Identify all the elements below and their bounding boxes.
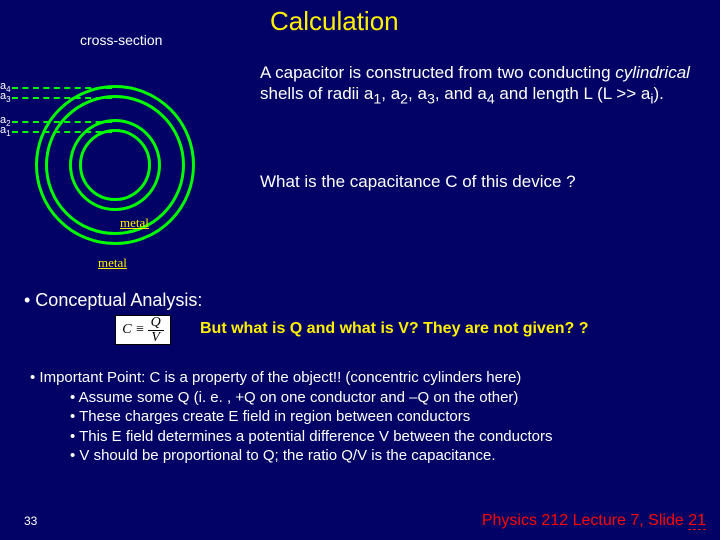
conceptual-heading: • Conceptual Analysis:: [24, 290, 202, 311]
footer-prefix: Physics 212 Lecture 7, Slide: [482, 512, 688, 529]
shell-ring-a1: [79, 129, 151, 201]
capacitance-formula: C ≡ Q V: [115, 315, 171, 345]
formula-numerator: Q: [148, 316, 164, 331]
important-point-block: • Important Point: C is a property of th…: [30, 368, 700, 466]
important-line-4: • V should be proportional to Q; the rat…: [70, 446, 700, 466]
formula-lhs: C ≡: [122, 322, 144, 338]
page-count: 33: [24, 514, 37, 528]
important-line-0: • Important Point: C is a property of th…: [30, 368, 700, 388]
but-what-text: But what is Q and what is V? They are no…: [200, 320, 700, 338]
important-line-2: • These charges create E field in region…: [70, 407, 700, 427]
slide-footer: Physics 212 Lecture 7, Slide 21: [482, 512, 706, 530]
footer-slide-number: 21: [688, 512, 706, 530]
metal-label-outer: metal: [98, 255, 127, 271]
formula-denominator: V: [151, 331, 160, 345]
important-line-3: • This E field determines a potential di…: [70, 427, 700, 447]
radius-label-a1: a1: [0, 124, 11, 138]
radius-label-a3: a3: [0, 90, 11, 104]
problem-question: What is the capacitance C of this device…: [260, 172, 700, 192]
formula-fraction: Q V: [148, 316, 164, 345]
cross-section-diagram: a4 a3 a2 a1 metal metal: [0, 60, 220, 270]
slide-title: Calculation: [270, 6, 399, 37]
metal-label-inner: metal: [120, 215, 149, 231]
cross-section-label: cross-section: [80, 32, 162, 48]
problem-statement: A capacitor is constructed from two cond…: [260, 62, 700, 109]
important-line-1: • Assume some Q (i. e. , +Q on one condu…: [70, 388, 700, 408]
